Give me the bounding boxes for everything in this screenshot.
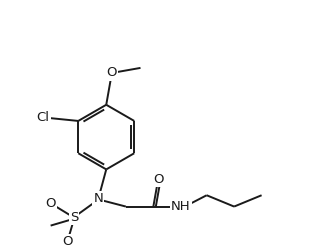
- Text: N: N: [93, 192, 103, 205]
- Text: O: O: [107, 66, 117, 79]
- Text: S: S: [70, 211, 78, 224]
- Text: O: O: [153, 173, 163, 186]
- Text: O: O: [46, 197, 56, 210]
- Text: NH: NH: [171, 200, 191, 213]
- Text: O: O: [62, 235, 73, 248]
- Text: Cl: Cl: [37, 111, 50, 124]
